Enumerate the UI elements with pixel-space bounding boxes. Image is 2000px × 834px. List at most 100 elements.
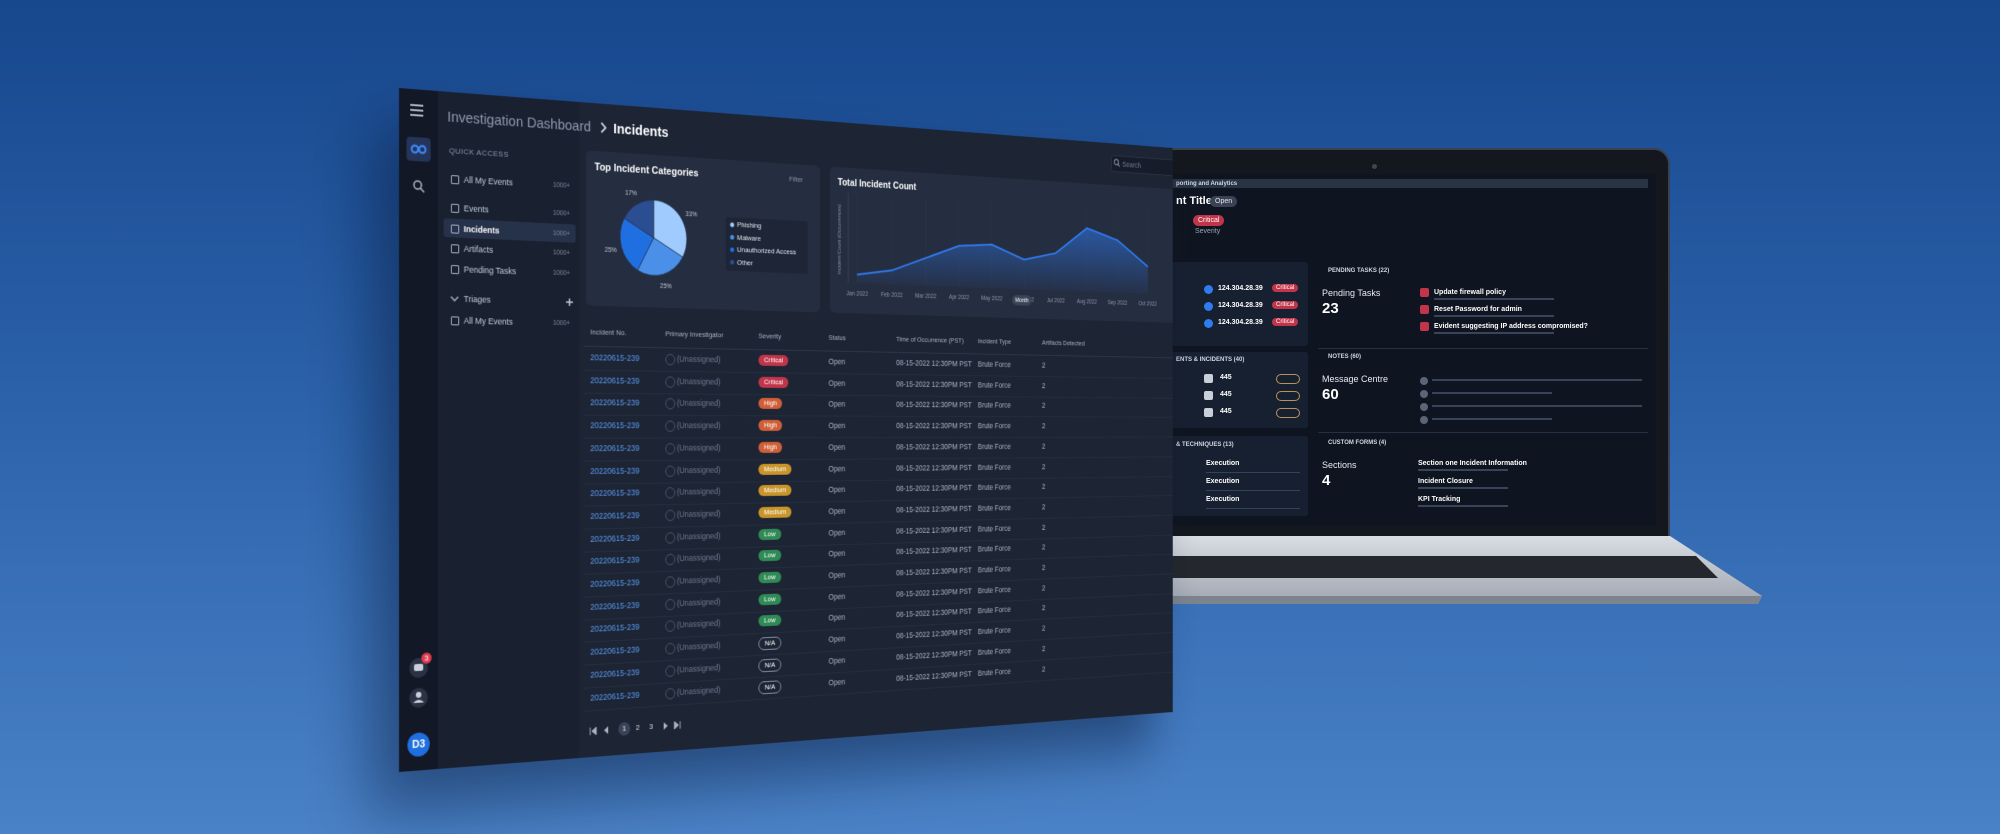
nav-label[interactable]: Events (464, 204, 489, 214)
status: Open (828, 656, 845, 665)
investigator: (Unassigned) (677, 554, 721, 564)
ip-icon (1204, 285, 1213, 294)
event-icon (1204, 374, 1213, 383)
incident-number[interactable]: 20220615-239 (590, 421, 639, 430)
investigator: (Unassigned) (677, 685, 721, 696)
column-header: Incident Type (978, 338, 1011, 346)
chart-card: Top Incident Categories Filter 33% 25% 25% 17… (586, 150, 820, 312)
column-header: Artifacts Detected (1042, 339, 1085, 347)
incident-number[interactable]: 20220615-239 (590, 444, 639, 453)
investigator: (Unassigned) (677, 466, 721, 475)
nav-count: 1000+ (553, 250, 570, 257)
x-tick-label: Oct 2022 (1139, 301, 1157, 308)
task-meta (1434, 315, 1554, 317)
search-placeholder: Search (1122, 161, 1141, 170)
time: 08-15-2022 12:30PM PST (896, 380, 972, 389)
dashboard: 3 D3 Investigation Dashboard Incidents Searc… (399, 88, 1173, 772)
incident-number[interactable]: 20220615-239 (590, 534, 639, 544)
avatar (665, 443, 675, 454)
event-id: 445 (1220, 408, 1232, 415)
x-tick-label: Mar 2022 (915, 293, 937, 300)
x-tick-label: Feb 2022 (881, 292, 903, 299)
severity-badge: Critical (758, 355, 788, 367)
menu-icon[interactable] (410, 103, 427, 118)
incident-number[interactable]: 20220615-239 (590, 556, 639, 566)
incident-number[interactable]: 20220615-239 (590, 578, 639, 588)
nav-label[interactable]: All My Events (464, 317, 513, 327)
incident-number[interactable]: 20220615-239 (590, 601, 639, 612)
keyboard (1136, 556, 1718, 578)
incident-number[interactable]: 20220615-239 (590, 623, 639, 634)
x-tick-label: May 2022 (981, 295, 1003, 302)
note-line (1432, 379, 1642, 381)
nav-group[interactable]: Triages (464, 295, 491, 305)
status: Open (828, 422, 845, 430)
avatar (665, 598, 675, 610)
time: 08-15-2022 12:30PM PST (896, 649, 972, 661)
triage-add[interactable] (562, 190, 581, 212)
avatar (665, 554, 675, 566)
nav-label[interactable]: Artifacts (464, 245, 493, 255)
incident-number[interactable]: 20220615-239 (590, 376, 639, 385)
severity-badge: Low (758, 593, 781, 605)
investigate-icon[interactable] (412, 179, 425, 194)
incident-type: Brute Force (978, 667, 1011, 677)
incident-number[interactable]: 20220615-239 (590, 646, 639, 657)
incident-type: Brute Force (978, 606, 1011, 615)
section-count: 4 (1322, 472, 1330, 489)
severity-badge: N/A (758, 658, 781, 672)
slice-label: 33% (686, 211, 697, 218)
task: Reset Password for admin (1434, 306, 1522, 313)
page-title: Incidents (613, 122, 668, 140)
line-chart: Incident Count (Occurrences)Jan 2022 Feb … (830, 167, 1173, 324)
column-header: Severity (758, 333, 781, 341)
x-tick-label: Apr 2022 (949, 294, 969, 301)
event-tag (1276, 408, 1300, 418)
artifacts: 2 (1042, 463, 1045, 471)
row-rule (583, 456, 1172, 461)
status: Open (828, 443, 845, 451)
nav-count: 1000+ (553, 182, 570, 190)
legend-label: Malware (737, 233, 761, 243)
form-item: Section one Incident Information (1418, 460, 1527, 467)
time: 08-15-2022 12:30PM PST (896, 359, 972, 368)
user-icon[interactable] (408, 686, 428, 709)
incident-number[interactable]: 20220615-239 (590, 399, 639, 408)
section-heading: CUSTOM FORMS (4) (1328, 440, 1386, 446)
section-count: 23 (1322, 300, 1339, 317)
add-icon (565, 297, 574, 307)
ip-address: 124.304.28.39 (1218, 285, 1263, 292)
incident-number[interactable]: 20220615-239 (590, 511, 639, 521)
ip-address: 124.304.28.39 (1218, 319, 1263, 326)
nav-label[interactable]: Pending Tasks (464, 265, 517, 276)
section-heading: ENTS & INCIDENTS (40) (1176, 357, 1244, 363)
chevron (601, 123, 605, 133)
incident-number[interactable]: 20220615-239 (590, 353, 639, 362)
artifacts: 2 (1042, 564, 1045, 572)
technique: Execution (1206, 460, 1239, 467)
incident-number[interactable]: 20220615-239 (590, 690, 639, 702)
nav-label[interactable]: Incidents (464, 225, 500, 235)
event-icon (1204, 391, 1213, 400)
incident-number[interactable]: 20220615-239 (590, 668, 639, 679)
status: Open (828, 571, 845, 580)
note-line (1432, 405, 1642, 407)
form-meta (1418, 505, 1508, 507)
severity-badge: Low (758, 615, 781, 627)
sidebar (438, 91, 579, 769)
x-tick-label: Jan 2022 (846, 291, 868, 298)
incident-type: Brute Force (978, 463, 1011, 471)
incident-number[interactable]: 20220615-239 (590, 489, 639, 498)
artifacts: 2 (1042, 382, 1045, 390)
slice-label: 25% (605, 246, 617, 253)
incident-type: Brute Force (978, 586, 1011, 595)
severity-badge: Medium (758, 506, 791, 518)
technique-rule (1206, 472, 1300, 473)
investigator: (Unassigned) (677, 619, 721, 629)
incident-number[interactable]: 20220615-239 (590, 466, 639, 475)
row-rule (583, 476, 1172, 484)
prev-icon (604, 726, 608, 734)
section-label: Message Centre (1322, 374, 1388, 384)
technique-rule (1206, 508, 1300, 509)
